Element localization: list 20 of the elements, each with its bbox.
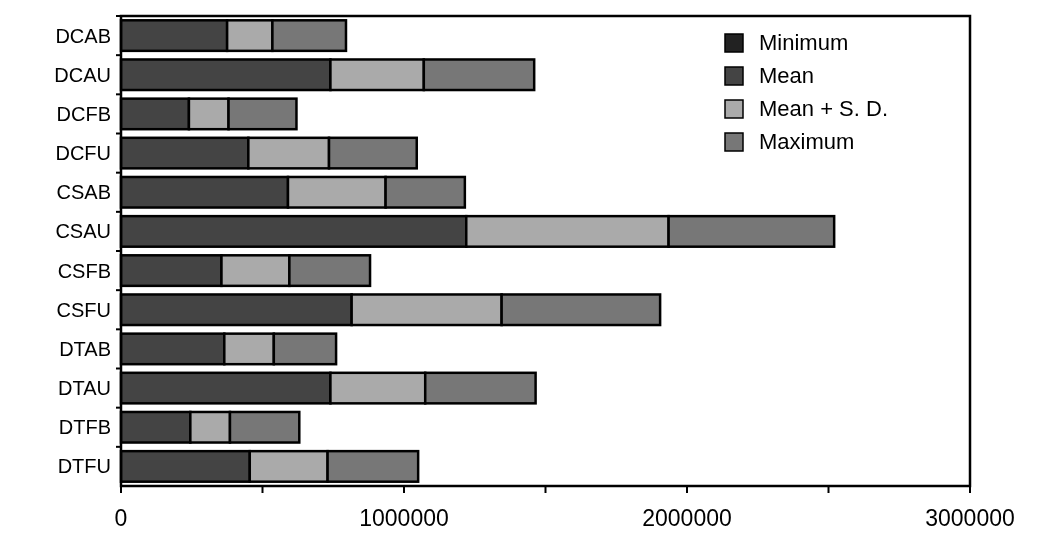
y-tick-label: CSFB	[57, 259, 111, 282]
y-tick-label: DCFU	[55, 142, 111, 165]
x-tick-label: 1000000	[359, 505, 449, 531]
y-tick-label: DTFB	[58, 416, 111, 439]
legend-label: Minimum	[759, 30, 849, 55]
y-tick-label: DTFU	[57, 455, 111, 478]
legend-label: Mean	[759, 63, 815, 88]
x-tick-label: 0	[114, 505, 128, 531]
y-tick-label: CSAB	[56, 181, 111, 204]
y-tick-label: DCAB	[55, 24, 111, 47]
y-tick-label: DTAB	[59, 337, 111, 360]
legend-label: Mean + S. D.	[759, 96, 889, 121]
y-tick-label: CSAU	[55, 220, 111, 243]
y-tick-label: DTAU	[58, 377, 111, 400]
y-tick-label: CSFU	[56, 298, 111, 321]
legend-label: Maximum	[759, 129, 855, 154]
x-tick-label: 3000000	[925, 505, 1015, 531]
x-tick-label: 2000000	[642, 505, 732, 531]
y-tick-label: DCFB	[56, 102, 111, 125]
y-tick-label: DCAU	[54, 63, 111, 86]
